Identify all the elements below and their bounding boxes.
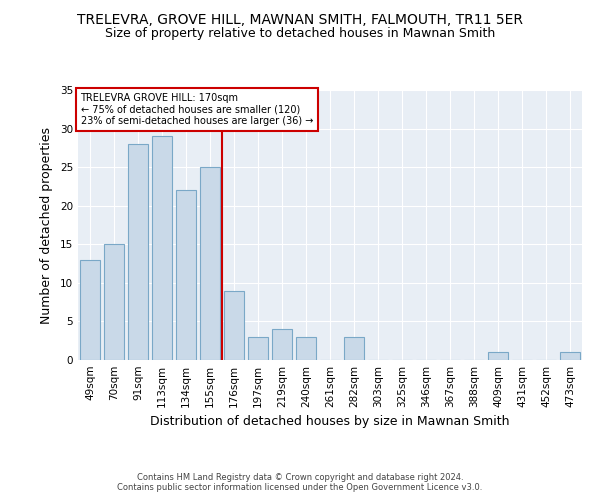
Y-axis label: Number of detached properties: Number of detached properties: [40, 126, 53, 324]
Text: Contains HM Land Registry data © Crown copyright and database right 2024.
Contai: Contains HM Land Registry data © Crown c…: [118, 473, 482, 492]
Bar: [344, 337, 364, 360]
Bar: [128, 144, 148, 360]
Bar: [80, 260, 100, 360]
Text: TRELEVRA, GROVE HILL, MAWNAN SMITH, FALMOUTH, TR11 5ER: TRELEVRA, GROVE HILL, MAWNAN SMITH, FALM…: [77, 12, 523, 26]
Bar: [272, 329, 292, 360]
Bar: [176, 190, 196, 360]
Bar: [224, 290, 244, 360]
X-axis label: Distribution of detached houses by size in Mawnan Smith: Distribution of detached houses by size …: [150, 416, 510, 428]
Bar: [104, 244, 124, 360]
Bar: [248, 337, 268, 360]
Bar: [152, 136, 172, 360]
Text: Size of property relative to detached houses in Mawnan Smith: Size of property relative to detached ho…: [105, 28, 495, 40]
Bar: [200, 167, 220, 360]
Bar: [296, 337, 316, 360]
Bar: [560, 352, 580, 360]
Bar: [488, 352, 508, 360]
Text: TRELEVRA GROVE HILL: 170sqm
← 75% of detached houses are smaller (120)
23% of se: TRELEVRA GROVE HILL: 170sqm ← 75% of det…: [80, 92, 313, 126]
